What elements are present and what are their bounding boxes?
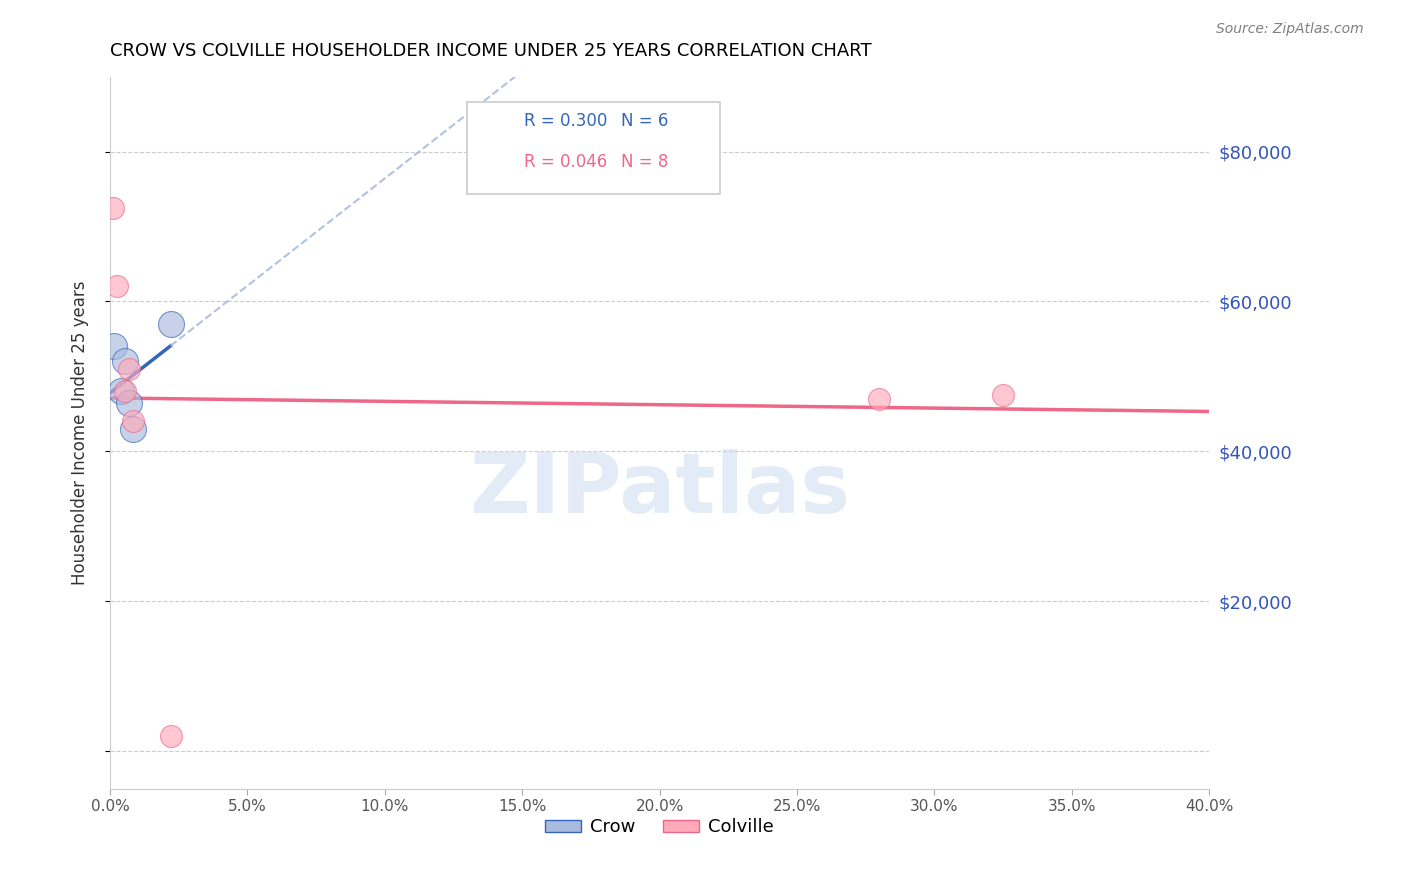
Legend: Crow, Colville: Crow, Colville [538,811,782,844]
Point [991,388,1014,402]
Point [114,354,136,368]
Text: N = 6: N = 6 [621,112,668,130]
Text: CROW VS COLVILLE HOUSEHOLDER INCOME UNDER 25 YEARS CORRELATION CHART: CROW VS COLVILLE HOUSEHOLDER INCOME UNDE… [110,42,872,60]
FancyBboxPatch shape [467,102,720,194]
Point [159,729,181,743]
Point [118,395,141,409]
Text: Source: ZipAtlas.com: Source: ZipAtlas.com [1216,22,1364,37]
Point [105,279,128,293]
Text: R = 0.300: R = 0.300 [524,112,607,130]
Point [868,392,890,406]
Y-axis label: Householder Income Under 25 years: Householder Income Under 25 years [72,280,89,585]
Text: ZIPatlas: ZIPatlas [470,449,851,530]
Text: R = 0.046: R = 0.046 [524,153,607,170]
Point [159,317,181,331]
Point [110,384,132,399]
Point [114,384,136,399]
Point [101,201,124,215]
Text: N = 8: N = 8 [621,153,668,170]
Point [103,339,125,353]
Point [122,422,145,436]
Point [122,414,145,428]
Point [118,362,141,376]
